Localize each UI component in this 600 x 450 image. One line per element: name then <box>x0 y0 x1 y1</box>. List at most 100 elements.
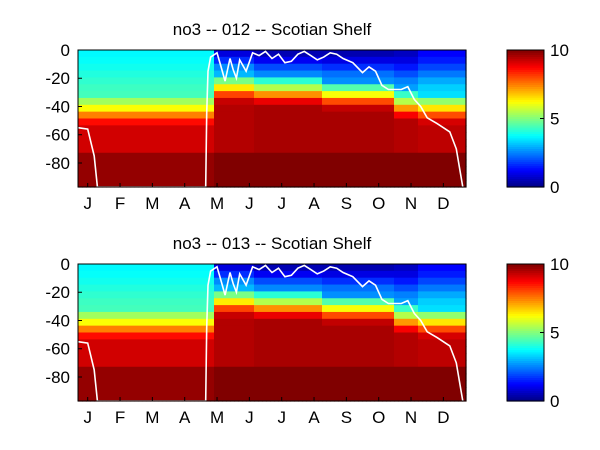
heatmap-cell <box>134 394 139 402</box>
heatmap-cell <box>146 84 151 92</box>
heatmap-cell <box>454 132 459 140</box>
heatmap-cell <box>86 305 91 313</box>
heatmap-cell <box>406 380 411 388</box>
heatmap-cell <box>154 284 159 292</box>
heatmap-cell <box>98 97 103 106</box>
heatmap-cell <box>334 77 339 85</box>
heatmap-cell <box>174 325 179 334</box>
heatmap-cell <box>126 125 131 133</box>
heatmap-cell <box>414 359 419 368</box>
heatmap-cell <box>142 70 147 78</box>
heatmap-cell <box>214 346 219 354</box>
heatmap-cell <box>390 359 395 368</box>
heatmap-cell <box>274 264 279 272</box>
heatmap-cell <box>310 118 315 126</box>
heatmap-cell <box>358 63 363 72</box>
heatmap-cell <box>206 111 211 120</box>
heatmap-cell <box>190 346 195 354</box>
heatmap-cell <box>274 145 279 154</box>
heatmap-cell <box>338 332 343 340</box>
heatmap-cell <box>370 166 375 174</box>
heatmap-cell <box>158 111 163 120</box>
heatmap-cell <box>374 394 379 402</box>
colorbar-segment <box>507 383 544 387</box>
heatmap-cell <box>338 125 343 133</box>
heatmap-cell <box>430 70 435 78</box>
heatmap-cell <box>102 325 107 334</box>
heatmap-cell <box>210 145 215 154</box>
heatmap-cell <box>222 111 227 120</box>
heatmap-cell <box>230 291 235 299</box>
heatmap-cell <box>442 50 447 58</box>
heatmap-cell <box>106 118 111 126</box>
heatmap-cell <box>98 373 103 382</box>
heatmap-cell <box>130 284 135 292</box>
heatmap-cell <box>182 152 187 161</box>
heatmap-cell <box>362 70 367 78</box>
heatmap-cell <box>282 387 287 395</box>
heatmap-cell <box>230 104 235 113</box>
heatmap-cell <box>350 305 355 313</box>
heatmap-cell <box>254 159 259 168</box>
x-tick-label: J <box>245 194 254 213</box>
heatmap-cell <box>422 332 427 340</box>
heatmap-cell <box>458 50 463 58</box>
heatmap-cell <box>334 291 339 299</box>
heatmap-cell <box>362 152 367 161</box>
heatmap-cell <box>382 387 387 395</box>
heatmap-cell <box>266 118 271 126</box>
heatmap-cell <box>454 97 459 106</box>
heatmap-cell <box>462 91 467 99</box>
heatmap-cell <box>354 97 359 106</box>
heatmap-cell <box>82 104 87 113</box>
heatmap-cell <box>390 277 395 286</box>
heatmap-cell <box>170 104 175 113</box>
heatmap-cell <box>206 132 211 140</box>
heatmap-cell <box>274 132 279 140</box>
heatmap-cell <box>402 145 407 154</box>
heatmap-cell <box>350 139 355 147</box>
heatmap-cell <box>122 332 127 340</box>
heatmap-cell <box>106 373 111 382</box>
heatmap-cell <box>346 325 351 334</box>
heatmap-cell <box>438 284 443 292</box>
heatmap-cell <box>182 132 187 140</box>
heatmap-cell <box>114 284 119 292</box>
heatmap-cell <box>194 270 199 279</box>
heatmap-cell <box>110 56 115 65</box>
heatmap-cell <box>210 387 215 395</box>
colorbar-segment <box>507 368 544 372</box>
heatmap-cell <box>86 270 91 279</box>
heatmap-cell <box>438 298 443 306</box>
heatmap-cell <box>378 373 383 382</box>
heatmap-cell <box>338 387 343 395</box>
heatmap-cell <box>138 104 143 113</box>
heatmap-cell <box>278 366 283 375</box>
heatmap-cell <box>462 173 467 181</box>
heatmap-cell <box>102 387 107 395</box>
heatmap-cell <box>462 291 467 299</box>
heatmap-cell <box>146 180 151 188</box>
heatmap-cell <box>450 166 455 174</box>
heatmap-cell <box>254 132 259 140</box>
heatmap-cell <box>454 298 459 306</box>
heatmap-cell <box>362 139 367 147</box>
heatmap-cell <box>354 159 359 168</box>
heatmap-cell <box>186 97 191 106</box>
heatmap-cell <box>454 325 459 334</box>
heatmap-cell <box>106 380 111 388</box>
heatmap-cell <box>82 291 87 299</box>
heatmap-cell <box>458 111 463 120</box>
heatmap-cell <box>278 139 283 147</box>
heatmap-cell <box>214 270 219 279</box>
heatmap-cell <box>422 91 427 99</box>
heatmap-cell <box>134 387 139 395</box>
mixed-layer-line <box>77 264 464 402</box>
heatmap-cell <box>342 97 347 106</box>
colorbar-segment <box>507 274 544 278</box>
heatmap-cell <box>338 111 343 120</box>
heatmap-cell <box>242 346 247 354</box>
heatmap-cell <box>310 166 315 174</box>
heatmap-cell <box>426 270 431 279</box>
heatmap-cell <box>426 77 431 85</box>
